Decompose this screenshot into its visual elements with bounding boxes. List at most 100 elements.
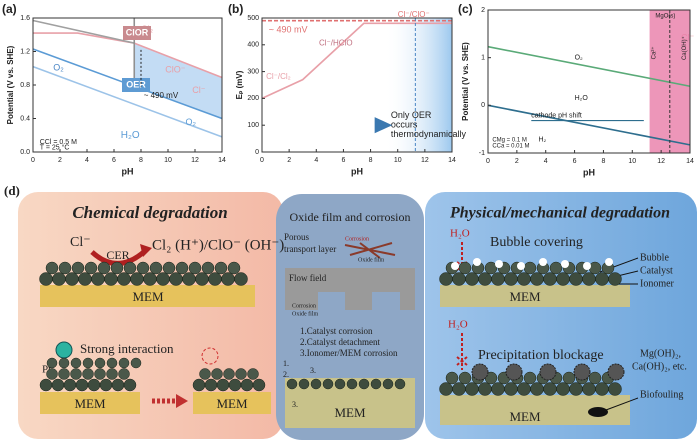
label: Ionomer (640, 278, 675, 289)
catalyst-particle (286, 378, 298, 390)
annotation: Ca²⁺ (651, 46, 658, 59)
x-tick-label: 8 (139, 157, 143, 164)
label: MEM (132, 289, 164, 304)
catalyst-particle (569, 272, 583, 286)
catalyst-particle (394, 378, 406, 390)
catalyst-particle (63, 378, 77, 392)
y-tick-label: 1 (481, 55, 485, 62)
annotation: thermodynamically (391, 129, 467, 139)
catalyst-particle (143, 272, 157, 286)
annotation: ~ 490 mV (269, 24, 308, 34)
annotation: ClO⁻ (165, 64, 185, 74)
catalyst-particle (370, 378, 382, 390)
list-item: 3.Ionomer/MEM corrosion (300, 348, 398, 358)
catalyst-particle (195, 272, 209, 286)
ptl-fibers (344, 242, 396, 259)
mem (193, 392, 271, 414)
catalyst-particle (517, 272, 531, 286)
catalyst-particle (458, 261, 472, 275)
catalyst-particle (252, 378, 266, 392)
x-tick-label: 2 (515, 158, 519, 165)
catalyst-particle (445, 371, 459, 385)
catalyst-particle (491, 382, 505, 396)
catalyst-particle (221, 272, 235, 286)
x-tick-label: 0 (260, 157, 264, 164)
label: MEM (509, 289, 541, 304)
series-line (261, 22, 452, 100)
precipitate (607, 363, 625, 381)
x-axis-label: pH (122, 166, 134, 176)
catalyst-particle (530, 382, 544, 396)
catalyst-particle (65, 272, 79, 286)
x-tick-label: 12 (657, 158, 665, 165)
blocked-arrow (456, 333, 468, 370)
catalyst-particle (439, 382, 453, 396)
catalyst-particle (111, 378, 125, 392)
label: Cl₂ (H⁺)/ClO⁻ (OH⁻) (152, 237, 284, 253)
catalyst-particle (530, 272, 544, 286)
catalyst-particle (99, 378, 113, 392)
catalyst-particle (346, 378, 358, 390)
label: Porous (284, 232, 310, 242)
label: Catalyst (640, 265, 673, 276)
y-tick-label: 0.8 (20, 82, 30, 89)
annotation: CMg = 0.1 M (492, 138, 527, 144)
catalyst-particle (543, 272, 557, 286)
section-title: Physical/mechanical degradation (449, 205, 670, 222)
catalyst-particle (491, 272, 505, 286)
annotation-box (123, 26, 151, 40)
series-line (32, 65, 223, 138)
x-tick-label: 0 (486, 158, 490, 165)
y-tick-label: 1.2 (20, 48, 30, 55)
x-tick-label: 10 (394, 157, 402, 164)
y-tick-label: 500 (247, 15, 259, 22)
catalyst-particle (582, 272, 596, 286)
catalyst-particle (234, 272, 248, 286)
catalyst-particle (588, 371, 602, 385)
catalyst-particle (608, 272, 622, 286)
x-tick-label: 2 (287, 157, 291, 164)
catalyst-particle (82, 368, 94, 380)
lost-particle (201, 347, 219, 365)
label: Corrosion (292, 303, 316, 309)
annotation: OER (126, 79, 146, 89)
catalyst-particle (214, 261, 228, 275)
arrow-head (140, 244, 152, 257)
bubble (605, 258, 613, 266)
y-tick-label: 2 (481, 7, 485, 14)
catalyst-particle (334, 378, 346, 390)
pt-particle (55, 341, 73, 359)
leader (605, 397, 639, 411)
label: MEM (74, 396, 106, 411)
x-tick-label: 8 (369, 157, 373, 164)
catalyst-particle (208, 272, 222, 286)
catalyst-particle (51, 378, 65, 392)
catalyst-particle (223, 368, 235, 380)
label: Bubble (640, 252, 669, 263)
label: Flow field (289, 273, 327, 283)
x-axis-label: pH (351, 166, 363, 176)
annotation: H₂ (539, 136, 547, 143)
shade-region (134, 43, 222, 119)
x-tick-label: 14 (218, 157, 226, 164)
catalyst-particle (123, 261, 137, 275)
y-tick-label: 0.4 (20, 115, 30, 122)
list-item: 1.Catalyst corrosion (300, 326, 373, 336)
catalyst-particle (204, 378, 218, 392)
catalyst-particle (247, 368, 259, 380)
catalyst-particle (452, 272, 466, 286)
x-tick-label: 8 (601, 158, 605, 165)
catalyst-particle (556, 272, 570, 286)
catalyst-particle (70, 368, 82, 380)
catalyst-particle (588, 261, 602, 275)
label: Ca(OH)₂, etc. (632, 361, 687, 372)
annotation: CCa = 0.01 M (492, 143, 529, 149)
y-axis-label: Potential (V vs. SHE) (6, 45, 15, 124)
catalyst-particle (458, 371, 472, 385)
series-line (33, 32, 223, 79)
y-tick-label: 0 (255, 149, 259, 156)
x-tick-label: 6 (112, 157, 116, 164)
annotation: H₂O (121, 130, 140, 141)
catalyst-particle (94, 357, 106, 369)
catalyst-particle (58, 357, 70, 369)
